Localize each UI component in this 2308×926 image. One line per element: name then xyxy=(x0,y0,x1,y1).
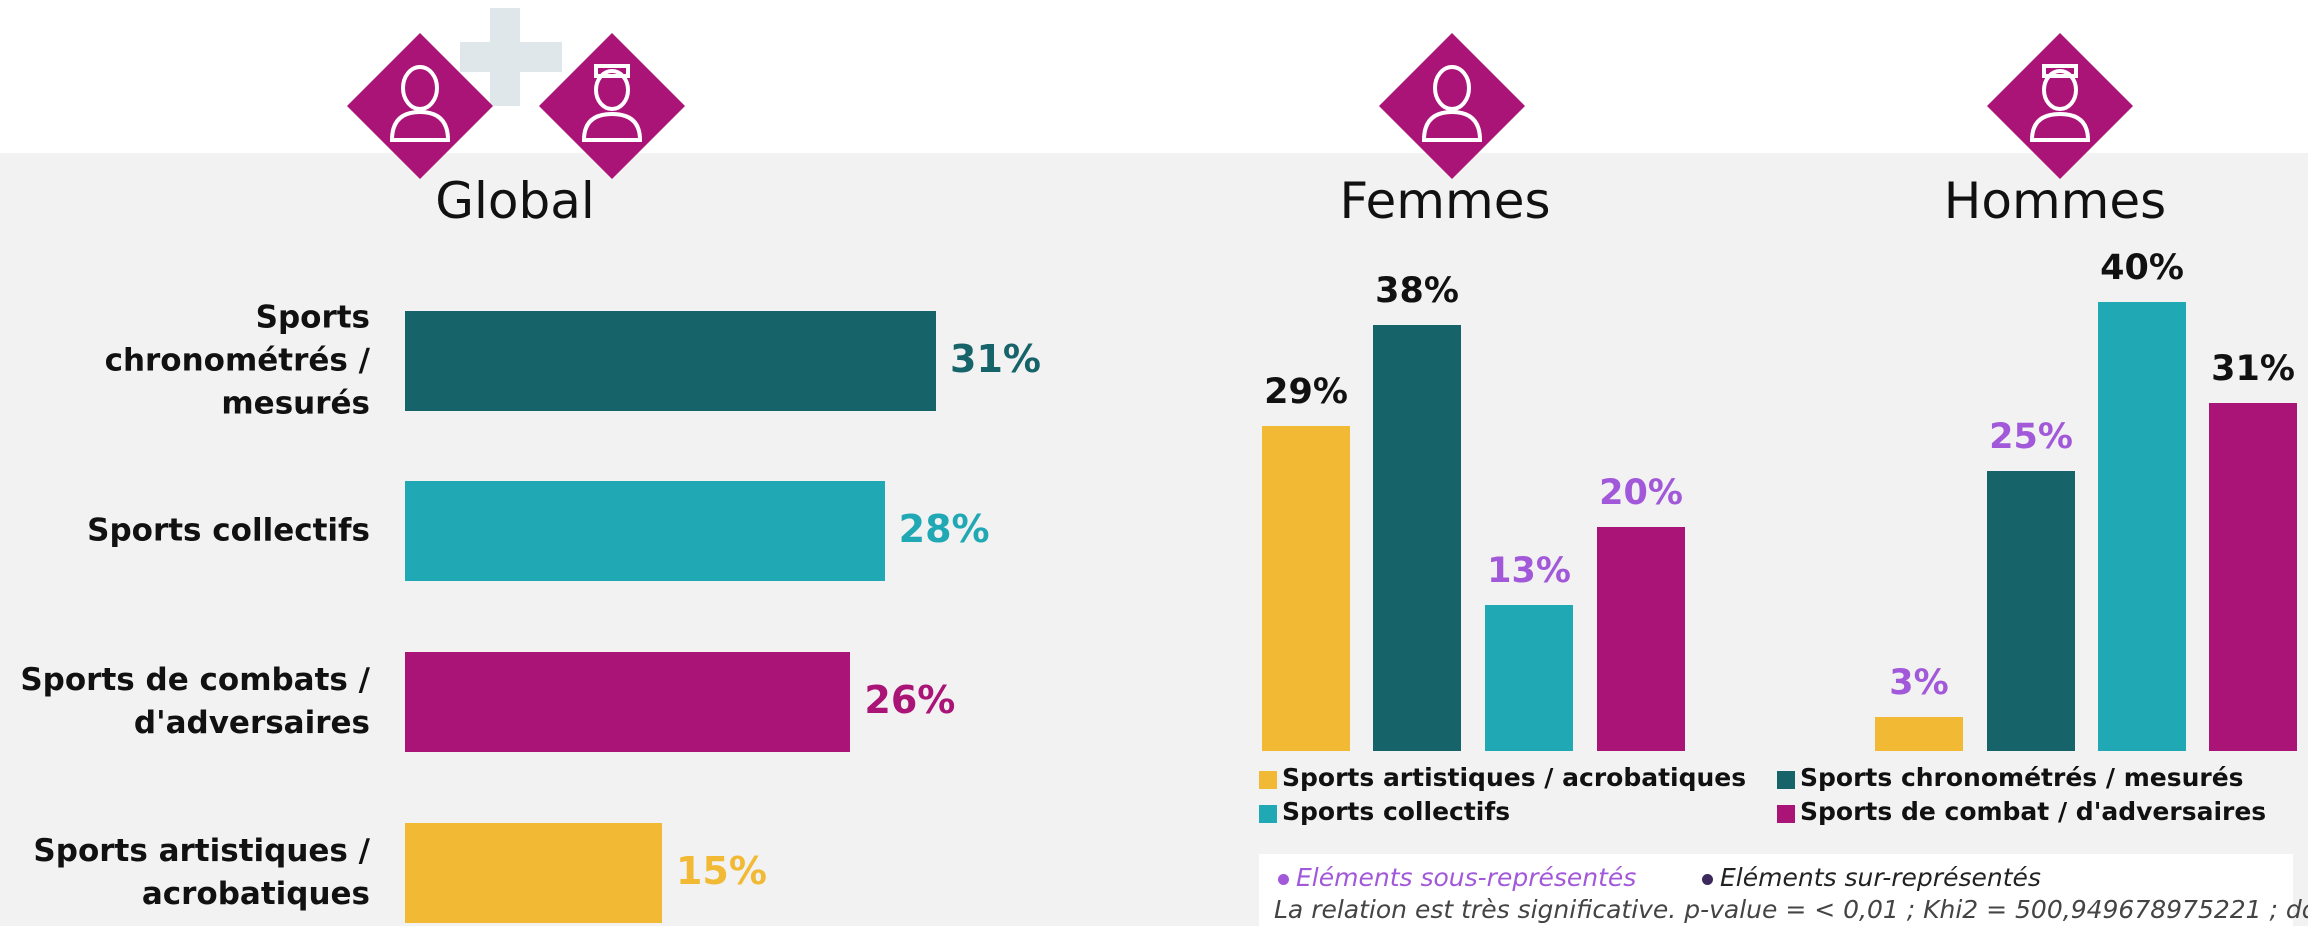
legend-label: Sports de combat / d'adversaires xyxy=(1800,797,2267,826)
category-label: Sports de combats / d'adversaires xyxy=(20,662,370,741)
bar xyxy=(1262,425,1350,751)
note-stat: La relation est très significative. p-va… xyxy=(1274,895,2308,924)
value-label: 25% xyxy=(1989,416,2073,457)
legend-label: Sports collectifs xyxy=(1282,797,1511,826)
plus-icon xyxy=(460,8,562,106)
value-label: 31% xyxy=(2211,349,2295,390)
chart-title: Global xyxy=(435,172,595,230)
value-label: 28% xyxy=(898,507,990,551)
legend-swatch xyxy=(1777,805,1795,823)
bar xyxy=(1875,717,1963,751)
value-label: 38% xyxy=(1375,270,1459,311)
chart-title: Femmes xyxy=(1339,172,1551,230)
note-dot xyxy=(1278,874,1289,885)
bar xyxy=(405,481,885,581)
value-label: 31% xyxy=(950,337,1041,381)
bar xyxy=(1597,526,1685,751)
female-male-icons xyxy=(347,33,2133,179)
legend-label: Sports artistiques / acrobatiques xyxy=(1282,763,1747,792)
legend-swatch xyxy=(1259,805,1277,823)
value-label: 3% xyxy=(1889,663,1949,704)
value-label: 40% xyxy=(2100,248,2184,289)
bar xyxy=(1485,605,1573,751)
bar xyxy=(1373,324,1461,751)
value-label: 29% xyxy=(1264,371,1348,412)
bar xyxy=(2209,403,2297,751)
category-label: Sports chronométrés / mesurés xyxy=(104,299,370,422)
category-label: Sports collectifs xyxy=(87,512,370,549)
icons xyxy=(347,8,2133,179)
bar xyxy=(1987,470,2075,751)
legend-swatch xyxy=(1259,771,1277,789)
note-box xyxy=(1259,854,2293,926)
bar xyxy=(405,652,851,752)
value-label: 13% xyxy=(1487,551,1571,592)
value-label: 20% xyxy=(1599,472,1683,513)
bar xyxy=(405,823,662,923)
chart-title: Hommes xyxy=(1943,172,2167,230)
note-dot xyxy=(1702,874,1713,885)
category-label: Sports artistiques / acrobatiques xyxy=(33,833,370,912)
note-under: Eléments sous-représentés xyxy=(1296,863,1637,892)
value-label: 15% xyxy=(675,849,767,893)
panel-background xyxy=(0,153,2308,926)
note-over: Eléments sur-représentés xyxy=(1720,863,2041,892)
legend-label: Sports chronométrés / mesurés xyxy=(1800,763,2244,792)
bar xyxy=(2098,302,2186,751)
bar xyxy=(405,311,937,411)
value-label: 26% xyxy=(864,678,956,722)
legend-swatch xyxy=(1777,771,1795,789)
